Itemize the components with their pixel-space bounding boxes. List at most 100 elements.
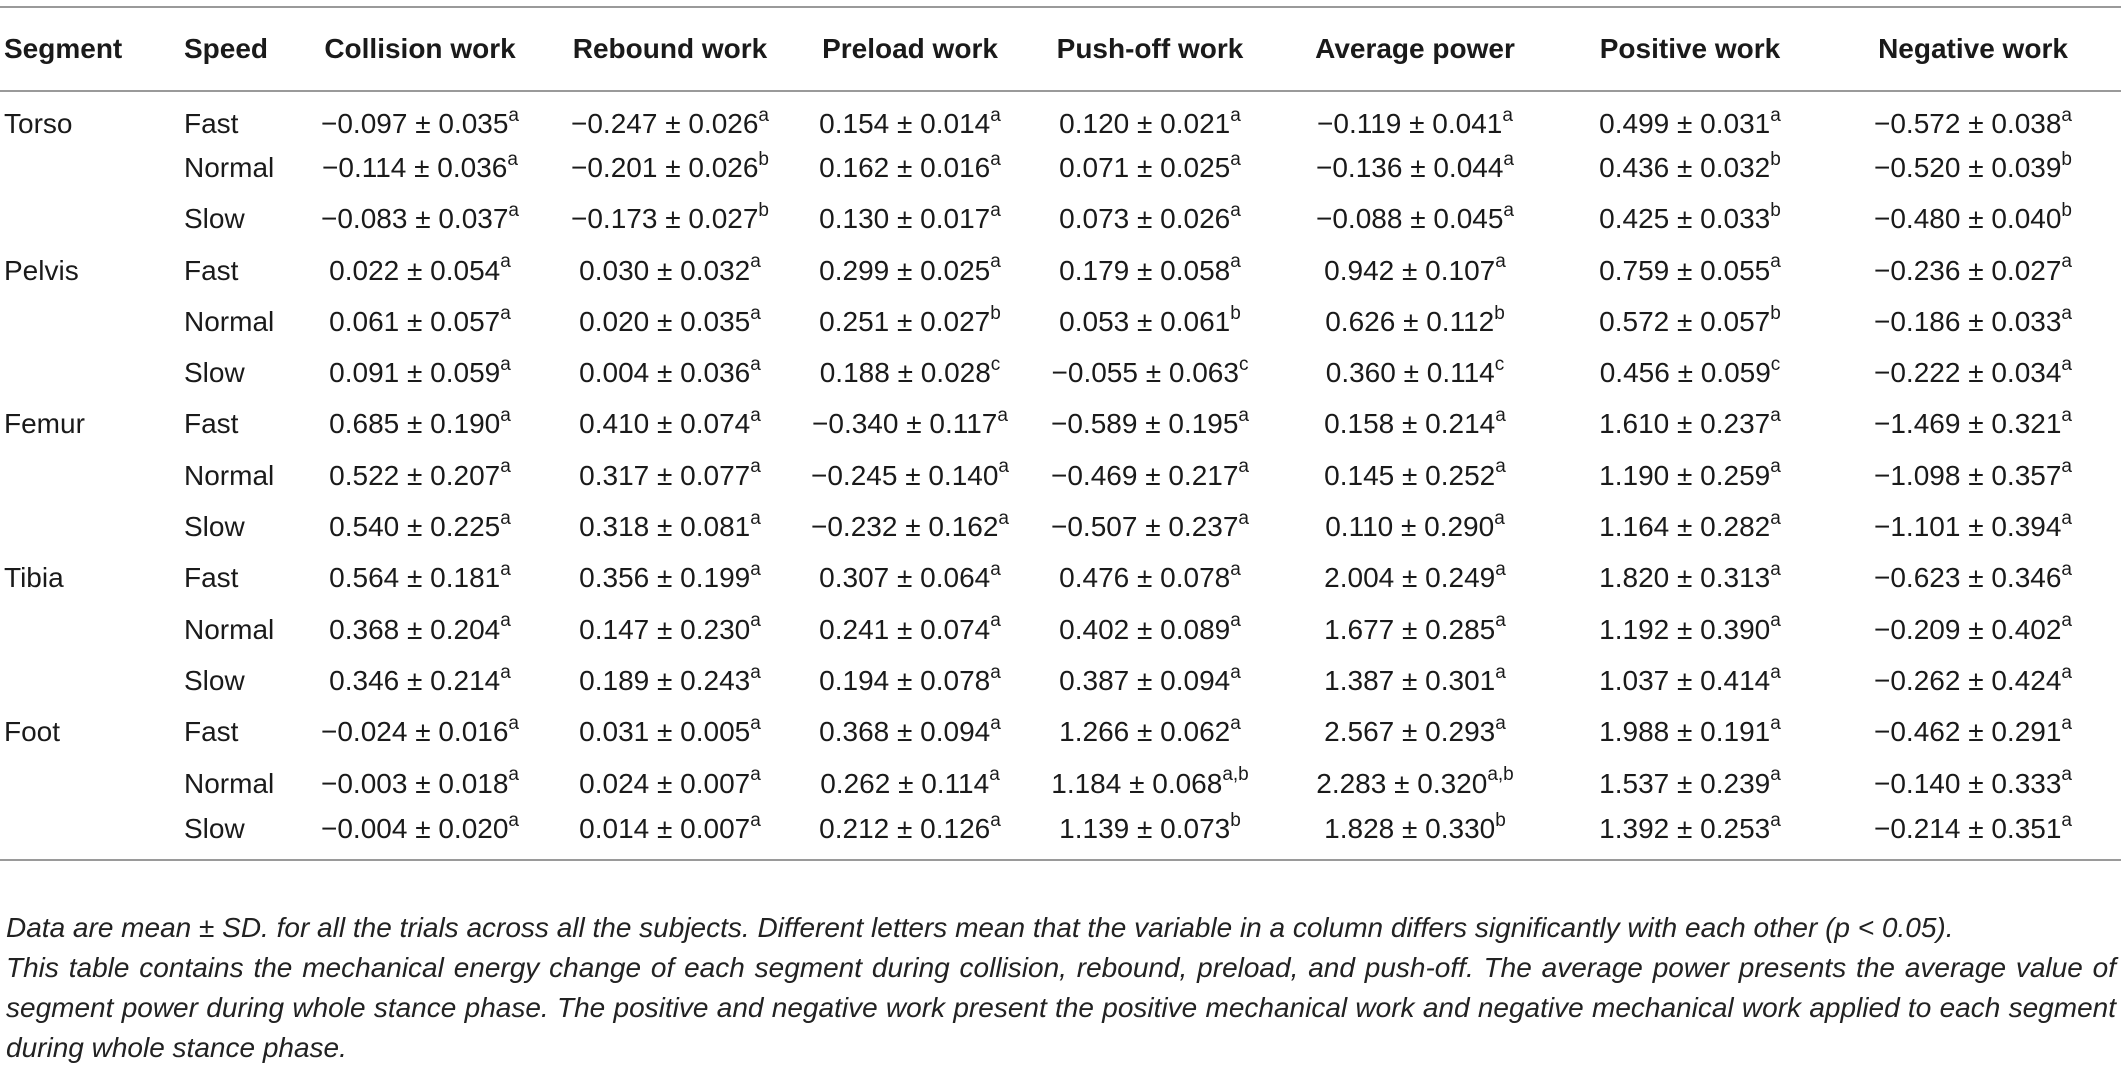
cell-speed: Slow: [184, 203, 245, 235]
cell-significance-letter: a: [1230, 661, 1241, 683]
cell-significance-letter: b: [1495, 809, 1506, 831]
table-header-row: Segment Speed Collision work Rebound wor…: [0, 6, 2121, 92]
cell-significance-letter: a: [750, 456, 761, 478]
cell-significance-letter: a: [1770, 661, 1781, 683]
cell-value: 0.004 ± 0.036a: [545, 347, 795, 398]
cell-significance-letter: a: [1503, 199, 1514, 221]
cell-significance-letter: a: [508, 764, 519, 786]
cell-value: 0.022 ± 0.054a: [295, 245, 545, 296]
cell-mean-sd: 1.266 ± 0.062: [1059, 716, 1231, 748]
cell-significance-letter: b: [990, 302, 1001, 324]
cell-mean-sd: 0.194 ± 0.078: [819, 664, 991, 696]
cell-speed: Slow: [184, 664, 245, 696]
cell-mean-sd: −0.245 ± 0.140: [811, 459, 999, 491]
cell-mean-sd: 0.145 ± 0.252: [1324, 459, 1496, 491]
footnote-statistics: Data are mean ± SD. for all the trials a…: [6, 912, 1954, 943]
cell-significance-letter: a: [2061, 610, 2072, 632]
cell-significance-letter: a: [1495, 661, 1506, 683]
cell-value: 1.537 ± 0.239a: [1555, 758, 1825, 809]
cell-significance-letter: a: [500, 661, 511, 683]
cell-mean-sd: −0.119 ± 0.041: [1317, 108, 1503, 140]
cell-significance-letter: a: [750, 353, 761, 375]
cell-segment: Femur: [4, 408, 85, 440]
cell-segment: [0, 347, 180, 398]
cell-value: 0.053 ± 0.061b: [1025, 296, 1275, 347]
cell-mean-sd: 0.436 ± 0.032: [1599, 151, 1771, 183]
cell-value: −0.186 ± 0.033a: [1825, 296, 2121, 347]
cell-mean-sd: 0.368 ± 0.204: [329, 613, 501, 645]
cell-significance-letter: b: [758, 148, 769, 170]
cell-value: −0.507 ± 0.237a: [1025, 501, 1275, 552]
cell-significance-letter: a: [1230, 251, 1241, 273]
cell-mean-sd: 0.476 ± 0.078: [1059, 562, 1231, 594]
cell-value: 0.360 ± 0.114c: [1275, 347, 1555, 398]
cell-value: 1.164 ± 0.282a: [1555, 501, 1825, 552]
cell-mean-sd: −0.214 ± 0.351: [1874, 813, 2062, 845]
cell-mean-sd: −0.136 ± 0.044: [1316, 151, 1504, 183]
cell-significance-letter: a: [2061, 104, 2072, 126]
cell-value: 0.456 ± 0.059c: [1555, 347, 1825, 398]
cell-significance-letter: a: [990, 712, 1001, 734]
cell-significance-letter: b: [1230, 809, 1241, 831]
cell-significance-letter: a: [990, 199, 1001, 221]
cell-speed: Slow: [184, 511, 245, 543]
cell-speed: Normal: [184, 767, 275, 799]
cell-significance-letter: a: [750, 661, 761, 683]
table-footnotes: Data are mean ± SD. for all the trials a…: [6, 908, 2116, 1068]
cell-significance-letter: a: [750, 302, 761, 324]
cell-significance-letter: b: [1230, 302, 1241, 324]
cell-value: 0.020 ± 0.035a: [545, 296, 795, 347]
cell-significance-letter: a: [1770, 104, 1781, 126]
cell-mean-sd: 0.004 ± 0.036: [579, 357, 751, 389]
cell-significance-letter: a: [2061, 809, 2072, 831]
cell-significance-letter: a: [508, 199, 519, 221]
cell-value: 0.626 ± 0.112b: [1275, 296, 1555, 347]
cell-mean-sd: 0.022 ± 0.054: [329, 254, 501, 286]
cell-significance-letter: a: [750, 507, 761, 529]
cell-mean-sd: 1.677 ± 0.285: [1324, 613, 1496, 645]
cell-significance-letter: a: [750, 610, 761, 632]
cell-significance-letter: a: [1230, 199, 1241, 221]
cell-value: 0.572 ± 0.057b: [1555, 296, 1825, 347]
cell-value: 0.179 ± 0.058a: [1025, 245, 1275, 296]
cell-significance-letter: a: [1770, 558, 1781, 580]
cell-value: 0.942 ± 0.107a: [1275, 245, 1555, 296]
cell-significance-letter: a: [2061, 764, 2072, 786]
cell-value: 0.073 ± 0.026a: [1025, 194, 1275, 245]
cell-value: 1.266 ± 0.062a: [1025, 707, 1275, 758]
cell-mean-sd: −0.507 ± 0.237: [1051, 511, 1239, 543]
header-collision-work: Collision work: [295, 6, 545, 92]
cell-mean-sd: 0.360 ± 0.114: [1325, 357, 1495, 389]
cell-value: −0.114 ± 0.036a: [295, 142, 545, 193]
table-row: Torso Fast −0.097 ± 0.035a −0.247 ± 0.026a 0…: [0, 91, 2121, 142]
cell-mean-sd: 0.061 ± 0.057: [329, 305, 501, 337]
cell-value: 0.110 ± 0.290a: [1275, 501, 1555, 552]
cell-mean-sd: −1.101 ± 0.394: [1874, 511, 2062, 543]
cell-significance-letter: a: [990, 809, 1001, 831]
cell-significance-letter: a: [500, 610, 511, 632]
cell-value: −0.340 ± 0.117a: [795, 399, 1025, 450]
cell-value: 0.262 ± 0.114a: [795, 758, 1025, 809]
table-row: Normal 0.061 ± 0.057a 0.020 ± 0.035a 0.251 …: [0, 296, 2121, 347]
cell-mean-sd: 0.053 ± 0.061: [1059, 305, 1231, 337]
cell-mean-sd: 0.942 ± 0.107: [1324, 254, 1496, 286]
cell-value: −0.088 ± 0.045a: [1275, 194, 1555, 245]
cell-significance-letter: a: [500, 558, 511, 580]
cell-value: −1.101 ± 0.394a: [1825, 501, 2121, 552]
cell-mean-sd: −0.055 ± 0.063: [1051, 357, 1239, 389]
header-positive-work: Positive work: [1555, 6, 1825, 92]
cell-significance-letter: a: [990, 558, 1001, 580]
cell-mean-sd: −0.462 ± 0.291: [1874, 716, 2062, 748]
cell-significance-letter: a: [1495, 558, 1506, 580]
cell-value: 0.522 ± 0.207a: [295, 450, 545, 501]
cell-significance-letter: a: [1770, 712, 1781, 734]
cell-value: 1.190 ± 0.259a: [1555, 450, 1825, 501]
cell-significance-letter: a: [2061, 712, 2072, 734]
cell-value: −0.083 ± 0.037a: [295, 194, 545, 245]
cell-mean-sd: 2.004 ± 0.249: [1324, 562, 1496, 594]
cell-mean-sd: 2.567 ± 0.293: [1324, 716, 1496, 748]
cell-value: −0.462 ± 0.291a: [1825, 707, 2121, 758]
cell-significance-letter: a: [990, 251, 1001, 273]
cell-mean-sd: 0.346 ± 0.214: [329, 664, 501, 696]
cell-value: 1.037 ± 0.414a: [1555, 655, 1825, 706]
